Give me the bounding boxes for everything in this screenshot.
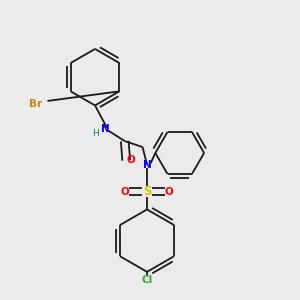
Text: Cl: Cl bbox=[141, 275, 153, 285]
Text: O: O bbox=[120, 187, 129, 196]
Text: O: O bbox=[126, 155, 135, 165]
Text: N: N bbox=[101, 124, 110, 134]
Text: S: S bbox=[143, 185, 151, 198]
Text: Br: Br bbox=[29, 99, 42, 109]
Text: H: H bbox=[92, 129, 99, 138]
Text: N: N bbox=[143, 160, 152, 170]
Text: O: O bbox=[165, 187, 174, 196]
